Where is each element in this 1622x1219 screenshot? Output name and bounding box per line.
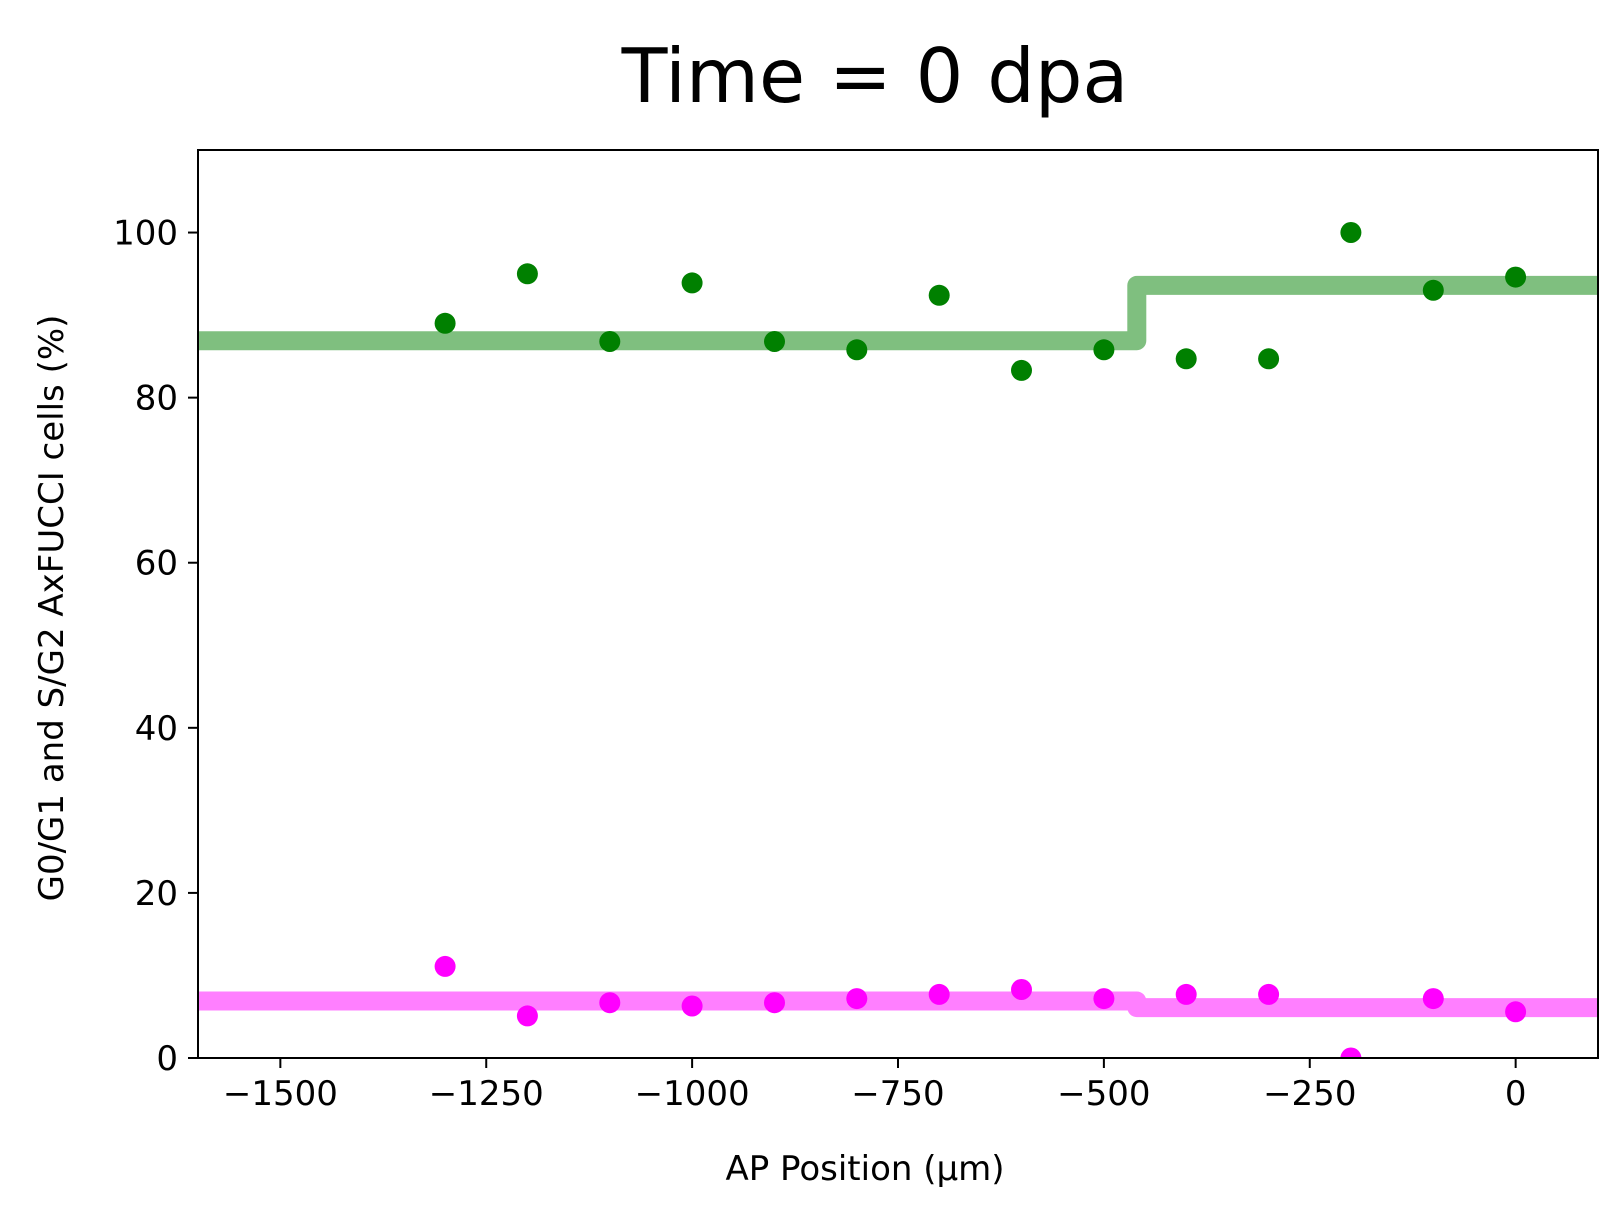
- data-point-series-1-4: [764, 992, 785, 1014]
- data-point-series-0-4: [764, 331, 785, 352]
- axes-layer: −1500 −1250 −1000 −750 −500 −250 0 0 20 40 60 80 100: [113, 149, 1599, 1114]
- data-point-series-0-11: [1340, 222, 1362, 243]
- chart-title: Time = 0 dpa: [621, 32, 1129, 120]
- data-point-series-1-6: [928, 983, 950, 1005]
- data-point-series-0-9: [1175, 348, 1197, 370]
- data-point-series-0-2: [599, 331, 621, 352]
- data-point-series-1-13: [1505, 1001, 1527, 1023]
- data-point-series-0-7: [1011, 359, 1032, 381]
- x-tick-label: −1500: [223, 1074, 338, 1114]
- data-point-series-0-12: [1422, 279, 1444, 301]
- data-point-series-1-12: [1422, 988, 1444, 1010]
- x-tick-label: −500: [1057, 1074, 1150, 1114]
- data-point-series-1-3: [681, 995, 703, 1017]
- data-point-series-1-8: [1093, 988, 1115, 1010]
- data-point-series-1-5: [846, 988, 868, 1010]
- data-point-series-1-2: [599, 992, 621, 1014]
- y-tick-label: 60: [135, 544, 178, 584]
- data-point-series-0-0: [434, 312, 456, 334]
- x-tick-label: −1000: [635, 1074, 750, 1114]
- data-point-series-0-13: [1505, 266, 1527, 288]
- data-point-series-1-10: [1258, 983, 1280, 1005]
- data-point-series-1-1: [516, 1005, 538, 1027]
- x-tick-label: −250: [1263, 1074, 1356, 1114]
- data-point-series-0-3: [681, 272, 703, 294]
- step-line-series-3: [198, 991, 1598, 1018]
- data-point-series-1-7: [1011, 979, 1032, 1000]
- series-layer: [198, 222, 1598, 1058]
- data-point-series-1-9: [1175, 983, 1197, 1005]
- y-tick-label: 100: [113, 214, 178, 254]
- x-axis-label: AP Position (μm): [725, 1149, 1004, 1189]
- step-line-series-2: [198, 275, 1598, 351]
- data-point-series-0-6: [928, 284, 950, 306]
- data-point-series-1-11: [1340, 1047, 1362, 1058]
- x-tick-label: −750: [851, 1074, 944, 1114]
- data-point-series-0-1: [516, 263, 538, 285]
- x-tick-label: −1250: [429, 1074, 544, 1114]
- data-point-series-1-0: [434, 955, 456, 977]
- y-tick-label: 0: [156, 1039, 178, 1079]
- data-point-series-0-8: [1093, 339, 1115, 361]
- y-axis-label: G0/G1 and S/G2 AxFUCCI cells (%): [32, 315, 72, 902]
- data-point-series-0-5: [846, 339, 868, 361]
- data-point-series-0-10: [1258, 348, 1280, 370]
- y-tick-label: 40: [135, 709, 178, 749]
- x-tick-label: 0: [1505, 1074, 1527, 1114]
- y-tick-label: 80: [135, 379, 178, 419]
- y-tick-label: 20: [135, 874, 178, 914]
